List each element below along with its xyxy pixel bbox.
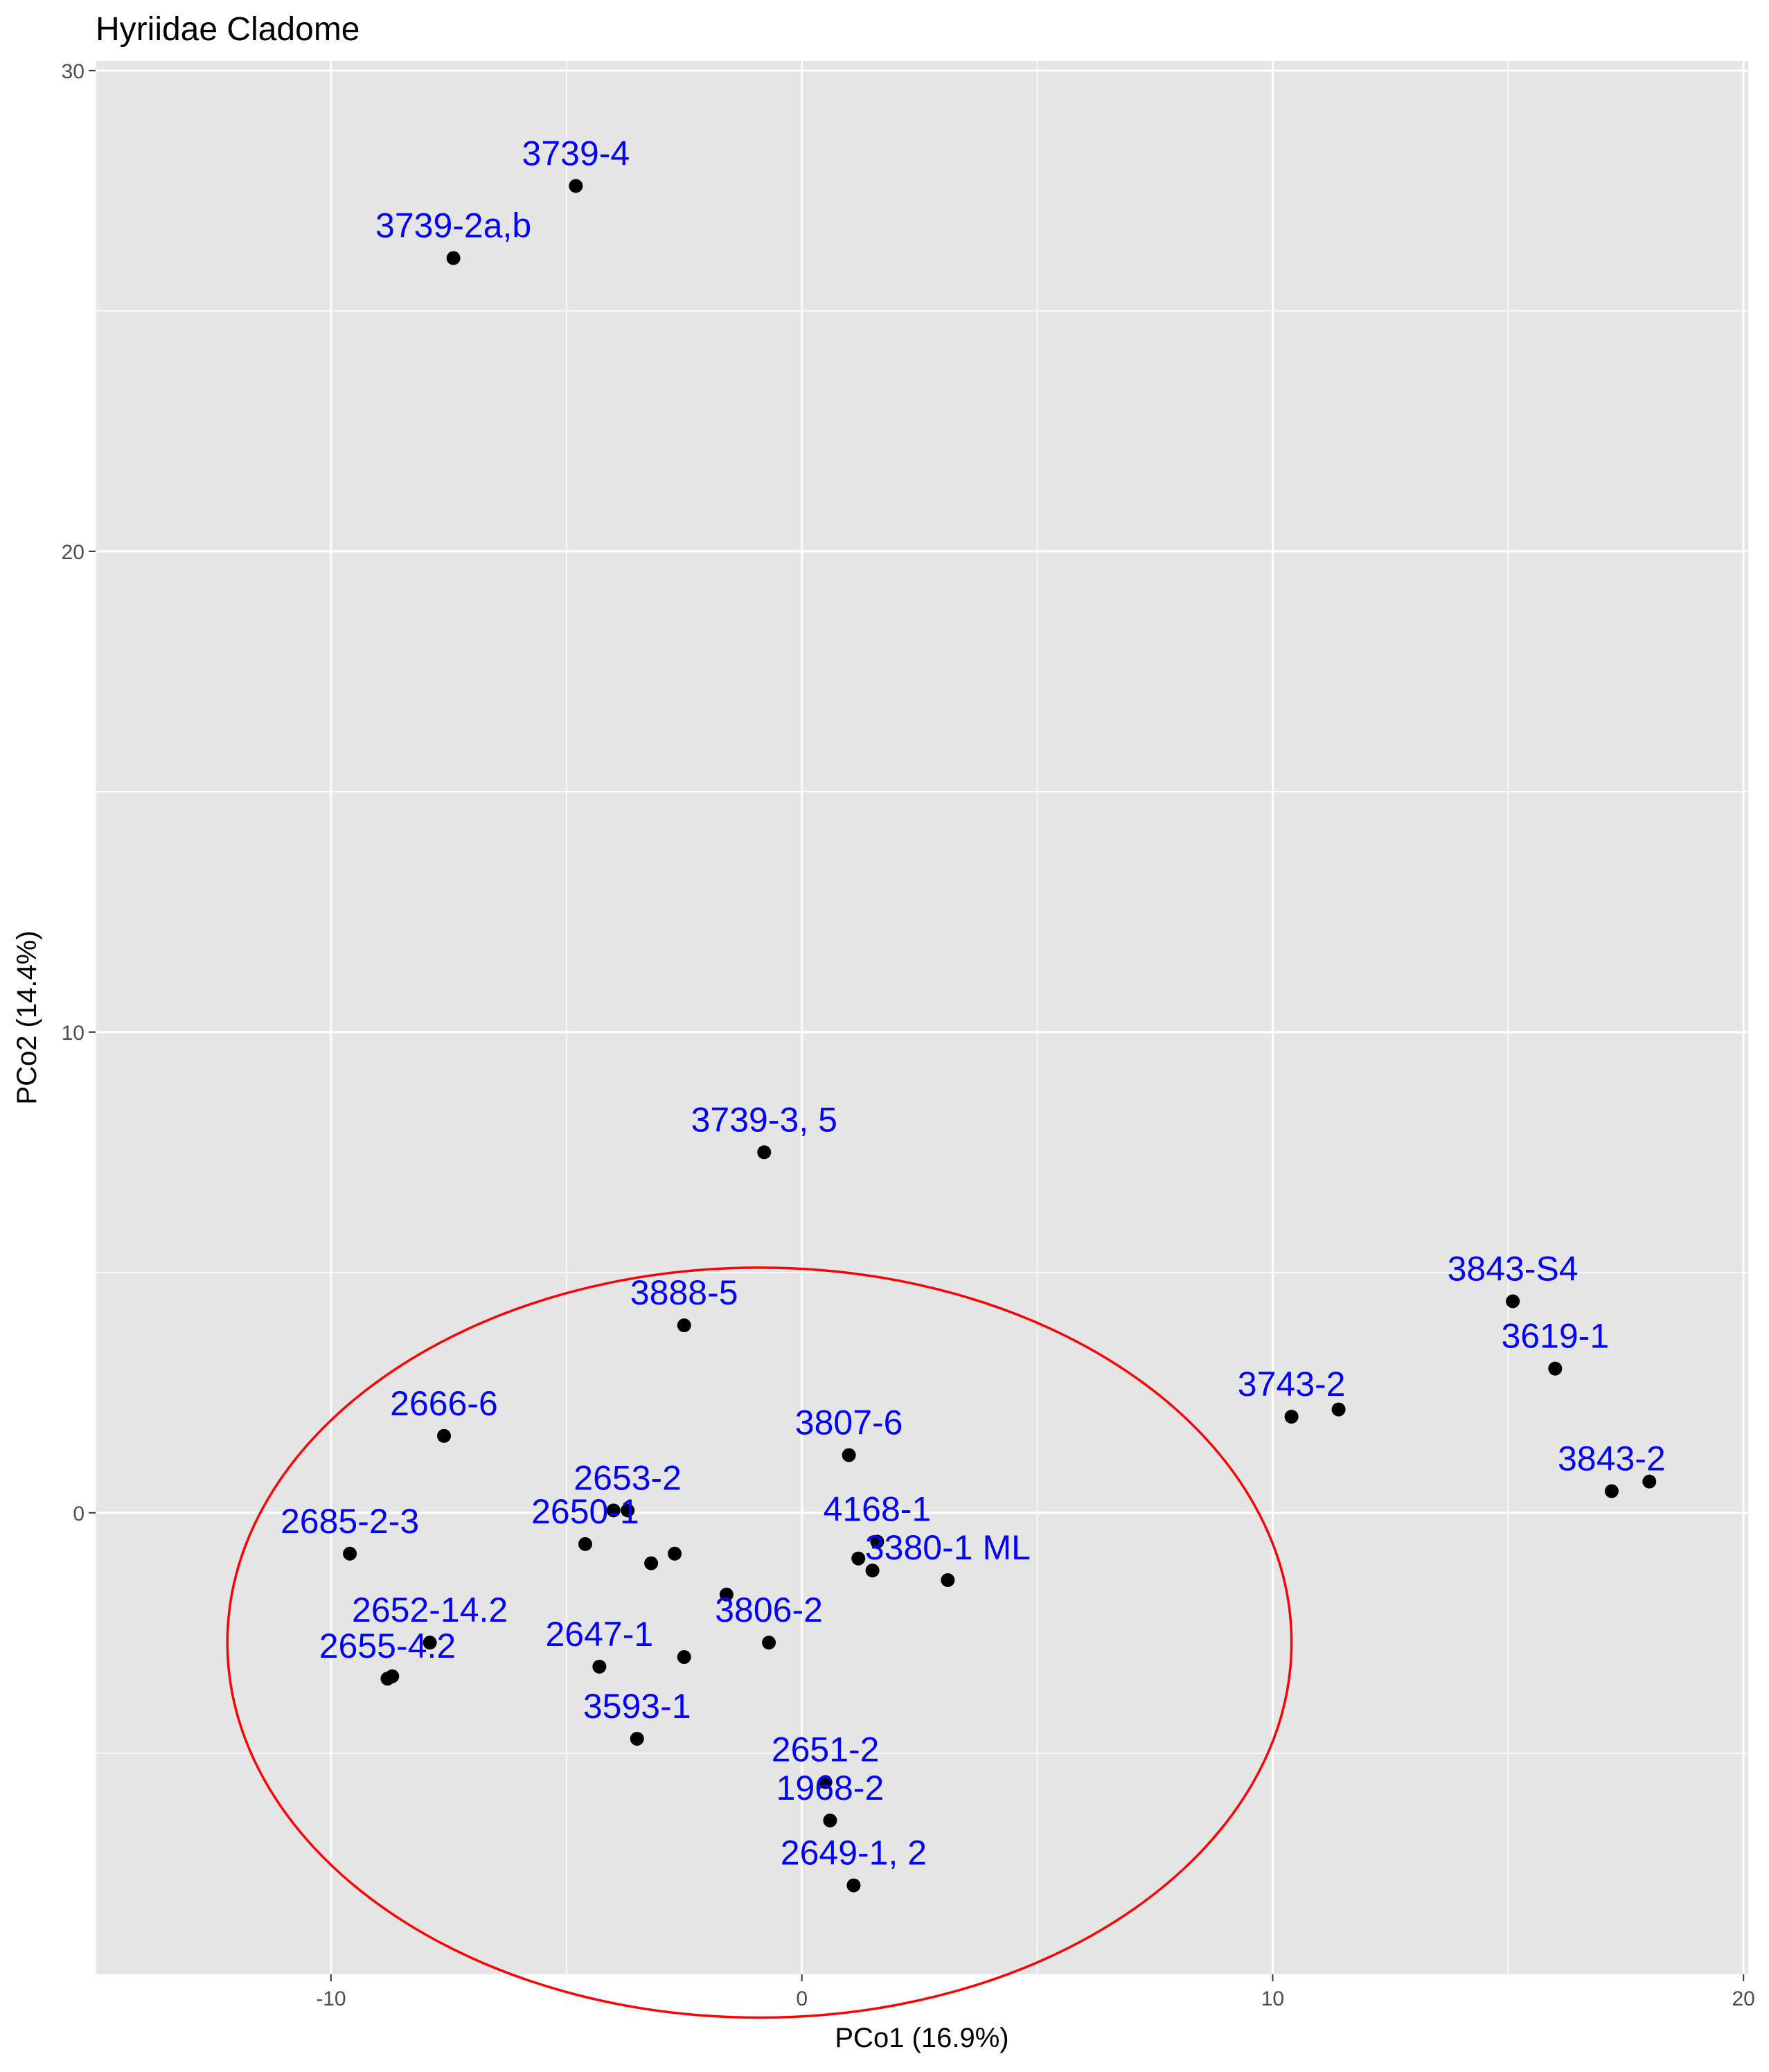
data-point	[842, 1448, 856, 1462]
y-tick-label: 30	[62, 60, 85, 83]
x-axis-title: PCo1 (16.9%)	[835, 2023, 1008, 2053]
data-point	[668, 1546, 682, 1561]
x-axis: -10 0 10 20	[316, 1974, 1755, 2010]
data-point	[865, 1564, 880, 1578]
point-label: 3739-3, 5	[691, 1100, 837, 1139]
x-tick-label: -10	[316, 1987, 346, 2010]
data-point	[677, 1318, 691, 1333]
data-point	[851, 1551, 866, 1566]
data-point	[762, 1636, 776, 1650]
y-tick-label: 10	[62, 1022, 85, 1045]
data-point	[1642, 1474, 1657, 1489]
confidence-ellipse	[226, 1266, 1293, 2019]
point-label: 2666-6	[390, 1384, 498, 1423]
point-label: 2647-1	[546, 1615, 654, 1654]
data-point	[1604, 1484, 1619, 1498]
point-label: 4168-1	[824, 1489, 932, 1528]
point-label: 3806-2	[715, 1591, 823, 1629]
point-label: 1968-2	[776, 1769, 884, 1807]
point-label: 2655-4.2	[319, 1627, 456, 1665]
point-label: 3739-4	[522, 134, 630, 172]
point-label: 3380-1 ML	[865, 1528, 1031, 1567]
data-point	[644, 1556, 659, 1570]
data-point	[1548, 1361, 1563, 1376]
data-point	[437, 1428, 452, 1443]
point-label: 2652-14.2	[352, 1591, 508, 1629]
x-tick-label: 0	[796, 1987, 808, 2010]
data-point	[677, 1649, 691, 1664]
data-point	[630, 1731, 644, 1746]
point-label: 2651-2	[772, 1730, 880, 1769]
point-labels-layer: 3739-4 3739-2a,b 3739-3, 5 3888-5 3843-S4 361…	[281, 134, 1666, 1872]
data-point	[578, 1537, 592, 1551]
major-gridlines	[96, 61, 1748, 1974]
point-label: 3743-2	[1238, 1365, 1346, 1404]
data-point	[941, 1573, 955, 1587]
point-label: 2653-2	[574, 1458, 682, 1497]
data-point	[621, 1503, 635, 1518]
data-point	[818, 1775, 833, 1789]
point-label: 3843-S4	[1448, 1249, 1579, 1288]
data-point	[719, 1587, 734, 1602]
data-point	[757, 1145, 772, 1160]
chart-title: Hyriidae Cladome	[96, 11, 360, 48]
data-point	[380, 1672, 395, 1686]
minor-gridlines	[95, 61, 1748, 1974]
point-label: 2649-1, 2	[781, 1834, 927, 1872]
data-point	[846, 1878, 861, 1893]
point-label: 3619-1	[1501, 1317, 1609, 1356]
point-label: 3888-5	[630, 1273, 738, 1312]
data-point	[823, 1813, 837, 1827]
data-point	[343, 1546, 357, 1561]
data-point	[870, 1534, 884, 1549]
confidence-ellipse-layer	[226, 1266, 1293, 2019]
data-point	[569, 179, 583, 193]
y-axis-title: PCo2 (14.4%)	[12, 930, 42, 1104]
plot-panel	[96, 61, 1748, 1974]
data-point	[446, 251, 461, 265]
points-layer	[343, 179, 1657, 1893]
y-tick-label: 20	[62, 541, 85, 564]
point-label: 3843-2	[1558, 1440, 1666, 1478]
data-point	[423, 1636, 437, 1650]
point-label: 2650-1	[531, 1492, 639, 1531]
point-label: 3807-6	[795, 1404, 903, 1442]
x-tick-label: 10	[1261, 1987, 1284, 2010]
x-tick-label: 20	[1732, 1987, 1755, 2010]
data-point	[1331, 1402, 1346, 1417]
data-point	[1284, 1409, 1299, 1424]
data-point	[592, 1659, 607, 1674]
y-tick-label: 0	[73, 1503, 85, 1525]
point-label: 2685-2-3	[281, 1502, 419, 1541]
data-point	[1506, 1294, 1520, 1309]
data-point	[606, 1503, 621, 1518]
point-label: 3593-1	[583, 1687, 691, 1726]
y-axis: 0 10 20 30	[62, 60, 96, 1525]
point-label: 3739-2a,b	[375, 206, 531, 245]
